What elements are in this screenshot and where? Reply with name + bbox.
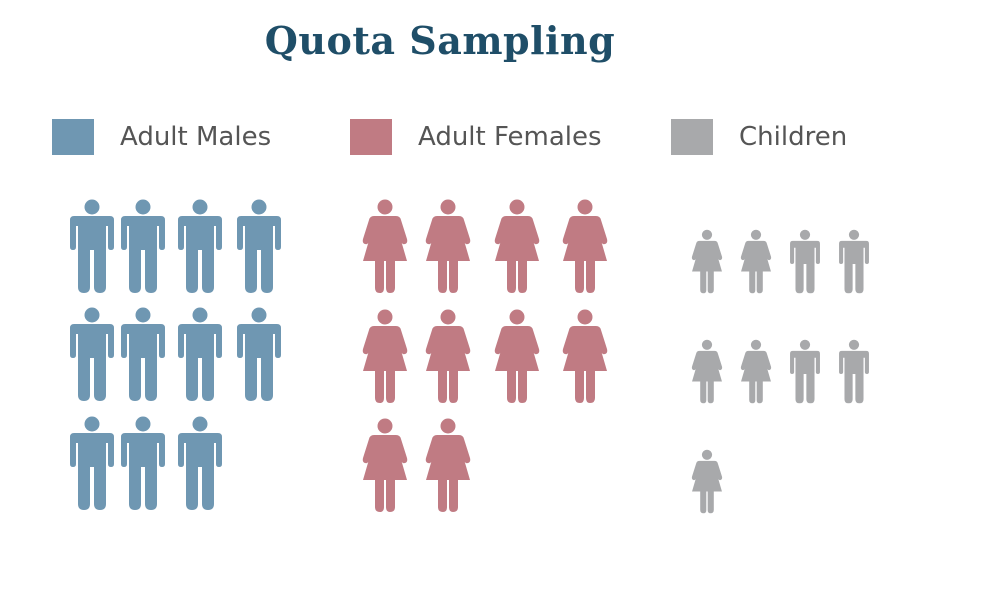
child-figure-icon bbox=[740, 339, 772, 404]
male-figure-icon bbox=[121, 416, 165, 510]
male-figure-icon bbox=[121, 307, 165, 401]
legend-swatch-adult-females bbox=[350, 119, 392, 155]
male-figure-icon bbox=[70, 199, 114, 293]
male-figure-icon bbox=[70, 307, 114, 401]
male-figure-icon bbox=[178, 416, 222, 510]
female-figure-icon bbox=[494, 309, 540, 403]
male-figure-icon bbox=[237, 199, 281, 293]
female-figure-icon bbox=[362, 418, 408, 512]
female-figure-icon bbox=[425, 418, 471, 512]
legend-label-adult-females: Adult Females bbox=[418, 122, 602, 152]
female-figure-icon bbox=[425, 309, 471, 403]
child-figure-icon bbox=[691, 339, 723, 404]
child-figure-icon bbox=[839, 229, 869, 294]
female-figure-icon bbox=[562, 309, 608, 403]
child-figure-icon bbox=[740, 229, 772, 294]
legend-swatch-adult-males bbox=[52, 119, 94, 155]
male-figure-icon bbox=[70, 416, 114, 510]
diagram-title: Quota Sampling bbox=[264, 18, 616, 63]
male-figure-icon bbox=[237, 307, 281, 401]
legend-swatch-children bbox=[671, 119, 713, 155]
female-figure-icon bbox=[562, 199, 608, 293]
child-figure-icon bbox=[790, 229, 820, 294]
legend-children: Children bbox=[671, 118, 847, 156]
female-figure-icon bbox=[362, 199, 408, 293]
child-figure-icon bbox=[839, 339, 869, 404]
child-figure-icon bbox=[790, 339, 820, 404]
female-figure-icon bbox=[362, 309, 408, 403]
male-figure-icon bbox=[121, 199, 165, 293]
legend-adult-females: Adult Females bbox=[350, 118, 602, 156]
legend-label-adult-males: Adult Males bbox=[120, 122, 272, 152]
male-figure-icon bbox=[178, 307, 222, 401]
male-figure-icon bbox=[178, 199, 222, 293]
female-figure-icon bbox=[494, 199, 540, 293]
legend-adult-males: Adult Males bbox=[52, 118, 271, 156]
female-figure-icon bbox=[425, 199, 471, 293]
child-figure-icon bbox=[691, 229, 723, 294]
legend-label-children: Children bbox=[739, 122, 848, 152]
child-figure-icon bbox=[691, 449, 723, 514]
